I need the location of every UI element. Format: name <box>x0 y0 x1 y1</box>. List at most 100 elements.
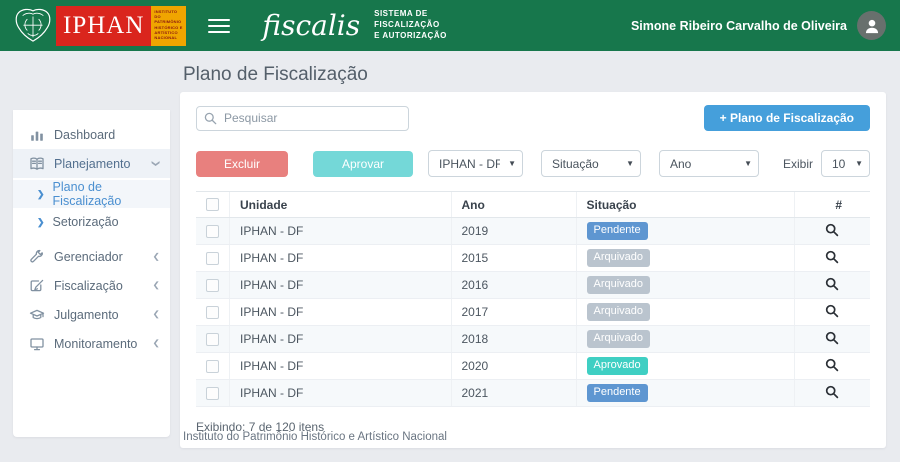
header-unidade: Unidade <box>229 191 451 218</box>
cell-ano: 2021 <box>450 379 576 407</box>
cell-ano: 2015 <box>450 244 576 272</box>
view-details-button[interactable] <box>821 356 843 377</box>
table-row: IPHAN - DF 2017 Arquivado <box>196 298 870 326</box>
chevron-left-icon: ❮ <box>152 338 160 348</box>
pencil-square-icon <box>30 279 44 291</box>
cell-unidade: IPHAN - DF <box>229 379 451 407</box>
sidebar-item-plano-de-fiscalizacao[interactable]: ❯ Plano de Fiscalização <box>13 180 170 208</box>
row-checkbox[interactable] <box>206 305 219 319</box>
cell-unidade: IPHAN - DF <box>229 244 451 272</box>
cell-ano: 2017 <box>450 298 576 326</box>
row-checkbox[interactable] <box>206 332 219 346</box>
plans-table: Unidade Ano Situação # IPHAN - DF 2019 P… <box>196 191 870 407</box>
unit-filter-select[interactable]: IPHAN - DF <box>428 150 523 177</box>
sidebar-item-monitoramento[interactable]: Monitoramento ❮ <box>13 329 170 358</box>
user-avatar[interactable] <box>857 11 886 40</box>
sidebar-item-dashboard[interactable]: Dashboard <box>13 120 170 149</box>
row-checkbox[interactable] <box>206 386 219 400</box>
magnifier-icon <box>826 385 839 398</box>
table-header-row: Unidade Ano Situação # <box>196 191 870 218</box>
chevron-left-icon: ❮ <box>152 280 160 290</box>
chevron-left-icon: ❮ <box>152 309 160 319</box>
year-filter: Ano ▼ <box>659 150 759 177</box>
new-plano-button[interactable]: + Plano de Fiscalização <box>703 105 870 131</box>
cell-ano: 2016 <box>450 271 576 299</box>
cell-unidade: IPHAN - DF <box>229 271 451 299</box>
graduation-cap-icon <box>29 309 45 319</box>
status-badge: Arquivado <box>586 330 651 348</box>
magnifier-icon <box>826 331 839 344</box>
cell-unidade: IPHAN - DF <box>229 325 451 353</box>
cell-ano: 2018 <box>450 325 576 353</box>
cell-ano: 2019 <box>450 217 576 245</box>
bar-chart-icon <box>31 131 43 141</box>
person-icon <box>865 19 878 33</box>
status-filter-select[interactable]: Situação <box>541 150 641 177</box>
status-badge: Arquivado <box>586 276 651 294</box>
journal-icon <box>30 157 44 170</box>
row-checkbox[interactable] <box>206 251 219 265</box>
year-filter-select[interactable]: Ano <box>659 150 759 177</box>
page-size-label: Exibir <box>782 156 813 171</box>
magnifier-icon <box>826 304 839 317</box>
sidebar-item-julgamento[interactable]: Julgamento ❮ <box>13 300 170 329</box>
status-badge: Pendente <box>586 222 648 240</box>
row-checkbox[interactable] <box>206 278 219 292</box>
header-actions: # <box>793 191 870 218</box>
select-all-checkbox[interactable] <box>206 198 219 211</box>
page-footer: Instituto do Patrimônio Histórico e Artí… <box>183 431 447 443</box>
cell-unidade: IPHAN - DF <box>229 352 451 380</box>
row-checkbox[interactable] <box>206 224 219 238</box>
top-header: IPHAN Instituto do Patrimônio Histórico … <box>0 0 900 51</box>
app-logo: fiscalis <box>262 9 361 42</box>
magnifier-icon <box>826 223 839 236</box>
wrench-icon <box>30 249 43 262</box>
sidebar-item-planejamento[interactable]: Planejamento ❯ <box>13 149 170 178</box>
chevron-right-icon: ❯ <box>37 188 45 199</box>
status-filter: Situação ▼ <box>541 150 641 177</box>
search-icon <box>204 112 217 124</box>
table-row: IPHAN - DF 2019 Pendente <box>196 217 870 245</box>
magnifier-icon <box>826 277 839 290</box>
cell-unidade: IPHAN - DF <box>229 217 451 245</box>
planejamento-submenu: ❯ Plano de Fiscalização ❯ Setorização <box>13 178 170 238</box>
page-title: Plano de Fiscalização <box>183 64 368 85</box>
table-row: IPHAN - DF 2018 Arquivado <box>196 325 870 353</box>
monitor-icon <box>30 337 44 350</box>
cell-unidade: IPHAN - DF <box>229 298 451 326</box>
header-ano: Ano <box>450 191 576 218</box>
iphan-crest-icon <box>15 8 51 42</box>
view-details-button[interactable] <box>821 248 843 269</box>
view-details-button[interactable] <box>821 302 843 323</box>
sidebar-item-gerenciador[interactable]: Gerenciador ❮ <box>13 242 170 271</box>
table-row: IPHAN - DF 2015 Arquivado <box>196 244 870 272</box>
view-details-button[interactable] <box>821 275 843 296</box>
status-badge: Arquivado <box>586 249 651 267</box>
sidebar-item-setorizacao[interactable]: ❯ Setorização <box>37 215 119 229</box>
status-badge: Arquivado <box>586 303 651 321</box>
sidebar: Dashboard Planejamento ❯ ❯ Plano de Fisc… <box>13 110 170 437</box>
user-name: Simone Ribeiro Carvalho de Oliveira <box>630 18 847 33</box>
delete-button[interactable]: Excluir <box>196 150 288 177</box>
app-subtitle: SISTEMA DE FISCALIZAÇÃO E AUTORIZAÇÃO <box>374 9 447 40</box>
view-details-button[interactable] <box>821 329 843 350</box>
table-row: IPHAN - DF 2016 Arquivado <box>196 271 870 299</box>
unit-filter: IPHAN - DF ▼ <box>428 150 523 177</box>
iphan-subtext-block: Instituto do Patrimônio Histórico e Artí… <box>151 5 187 46</box>
view-details-button[interactable] <box>821 383 843 404</box>
iphan-wordmark: IPHAN <box>56 5 152 46</box>
status-badge: Aprovado <box>586 357 648 375</box>
sidebar-item-fiscalizacao[interactable]: Fiscalização ❮ <box>13 271 170 300</box>
page-size-select[interactable]: 10 <box>821 150 870 177</box>
approve-button[interactable]: Aprovar <box>313 150 413 177</box>
view-details-button[interactable] <box>821 221 843 242</box>
magnifier-icon <box>826 358 839 371</box>
header-situacao: Situação <box>575 191 794 218</box>
row-checkbox[interactable] <box>206 359 219 373</box>
status-badge: Pendente <box>586 384 648 402</box>
magnifier-icon <box>826 250 839 263</box>
chevron-right-icon: ❯ <box>37 216 45 227</box>
search-input[interactable] <box>196 105 409 131</box>
menu-toggle-icon[interactable] <box>208 15 231 37</box>
table-row: IPHAN - DF 2021 Pendente <box>196 379 870 407</box>
